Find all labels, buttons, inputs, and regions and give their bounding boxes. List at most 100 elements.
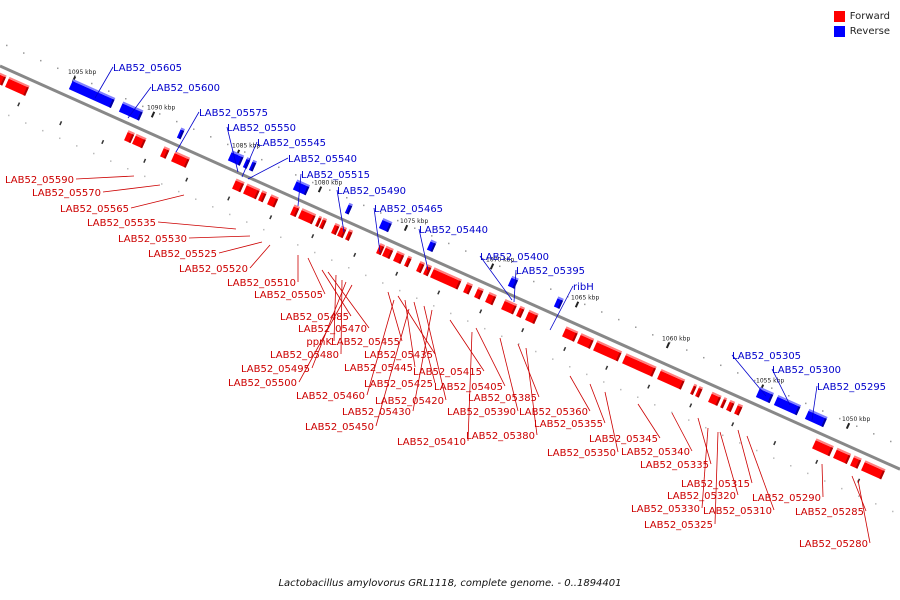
gene-label: LAB52_05415 [413, 367, 482, 378]
gene-label: LAB52_05575 [199, 108, 268, 119]
gene-side [678, 380, 685, 390]
gene-face [833, 449, 851, 464]
gene-label: LAB52_05340 [621, 447, 690, 458]
minor-tick [227, 196, 231, 201]
forward-gene-block [430, 267, 462, 290]
gene-leader-line [549, 285, 574, 331]
gene-top [504, 299, 518, 307]
gene-leader-line [127, 86, 152, 119]
tick-label: 1095 kbp [68, 69, 96, 76]
gene-top [433, 267, 462, 282]
forward-gene-block [593, 340, 623, 362]
outer-ring-dot [346, 197, 348, 199]
gene-side [844, 454, 851, 464]
gene-side [855, 459, 862, 469]
gene-leader-line [637, 403, 661, 439]
inner-ring-dot [756, 449, 758, 452]
gene-leader-line [449, 319, 485, 372]
gene-side [315, 217, 322, 227]
gene-side [378, 246, 385, 256]
gene-side [250, 162, 257, 172]
inner-ring-dot [824, 480, 826, 482]
gene-side [490, 296, 497, 306]
inner-ring-dot [365, 274, 367, 277]
gene-face [593, 342, 622, 362]
gene-leader-line [366, 299, 395, 396]
forward-gene-block [474, 286, 485, 300]
gene-face [773, 396, 801, 416]
gene-side [557, 299, 564, 309]
reverse-gene-block [344, 202, 354, 215]
gene-top [322, 217, 328, 221]
outer-ring-dot [74, 75, 76, 77]
gene-label: LAB52_05455 [331, 337, 400, 348]
outer-ring-dot [669, 341, 671, 344]
gene-side [736, 406, 743, 416]
gene-side [0, 76, 6, 86]
gene-leader-line [475, 327, 506, 387]
inner-ring-dot [484, 327, 486, 330]
reverse-gene-block [248, 159, 258, 172]
gene-face [118, 103, 143, 121]
gene-leader-line [102, 184, 161, 193]
gene-label: LAB52_05500 [228, 378, 297, 389]
tick-label: 1085 kbp [232, 143, 260, 150]
forward-gene-block [833, 447, 852, 464]
outer-ring-dot [176, 120, 178, 123]
gene-side [163, 149, 170, 159]
gene-top [180, 127, 186, 131]
gene-label: LAB52_05600 [151, 83, 220, 94]
gene-leader-line [731, 354, 767, 397]
gene-label: LAB52_05345 [589, 434, 658, 445]
forward-gene-block [501, 299, 518, 315]
outer-ring-dot [329, 189, 331, 191]
gene-label: LAB52_05420 [375, 396, 444, 407]
outer-ring-dot [805, 402, 807, 405]
gene-top [163, 146, 171, 151]
forward-gene-block [258, 190, 268, 203]
gene-face [755, 388, 774, 404]
gene-leader-line [298, 284, 353, 383]
gene-leader-line [719, 431, 739, 496]
minor-tick [143, 158, 147, 163]
outer-ring-dot [788, 395, 790, 397]
map-caption: Lactobacillus amylovorus GRL1118, comple… [278, 578, 622, 589]
inner-ring-dot [705, 426, 707, 429]
forward-gene-block [404, 255, 413, 268]
gene-top [853, 455, 862, 461]
gene-leader-line [697, 417, 712, 465]
outer-ring-dot [431, 235, 433, 237]
gene-label: LAB52_05540 [288, 154, 357, 165]
forward-gene-block [416, 260, 426, 274]
gene-label: LAB52_05360 [519, 407, 588, 418]
minor-tick [689, 403, 693, 408]
gene-side [128, 134, 135, 144]
forward-gene-block [695, 385, 704, 398]
inner-ring-dot [790, 465, 792, 467]
gene-top [759, 386, 775, 395]
gene-label: LAB52_05405 [434, 382, 503, 393]
gene-leader-line [311, 281, 347, 369]
gene-label: LAB52_05330 [631, 504, 700, 515]
minor-tick [647, 384, 651, 389]
forward-gene-block [243, 183, 261, 200]
outer-ring-dot [516, 273, 518, 275]
gene-label: LAB52_05565 [60, 204, 129, 215]
minor-tick [605, 365, 609, 370]
forward-gene-block [319, 217, 328, 230]
gene-label: ppnK [306, 337, 332, 348]
forward-gene-block [160, 146, 171, 159]
outer-ring-dot [618, 318, 620, 321]
gene-label: ribH [573, 282, 594, 293]
gene-side [720, 399, 727, 409]
inner-ring-dot [76, 145, 78, 147]
gene-leader-line [175, 111, 200, 153]
gene-label: LAB52_05530 [118, 234, 187, 245]
gene-side [827, 447, 834, 457]
gene-top [557, 296, 564, 301]
gene-side [320, 220, 327, 230]
gene-label: LAB52_05425 [364, 379, 433, 390]
gene-leader-line [589, 383, 606, 424]
outer-ring-dot [210, 136, 212, 138]
gene-top [815, 438, 834, 448]
